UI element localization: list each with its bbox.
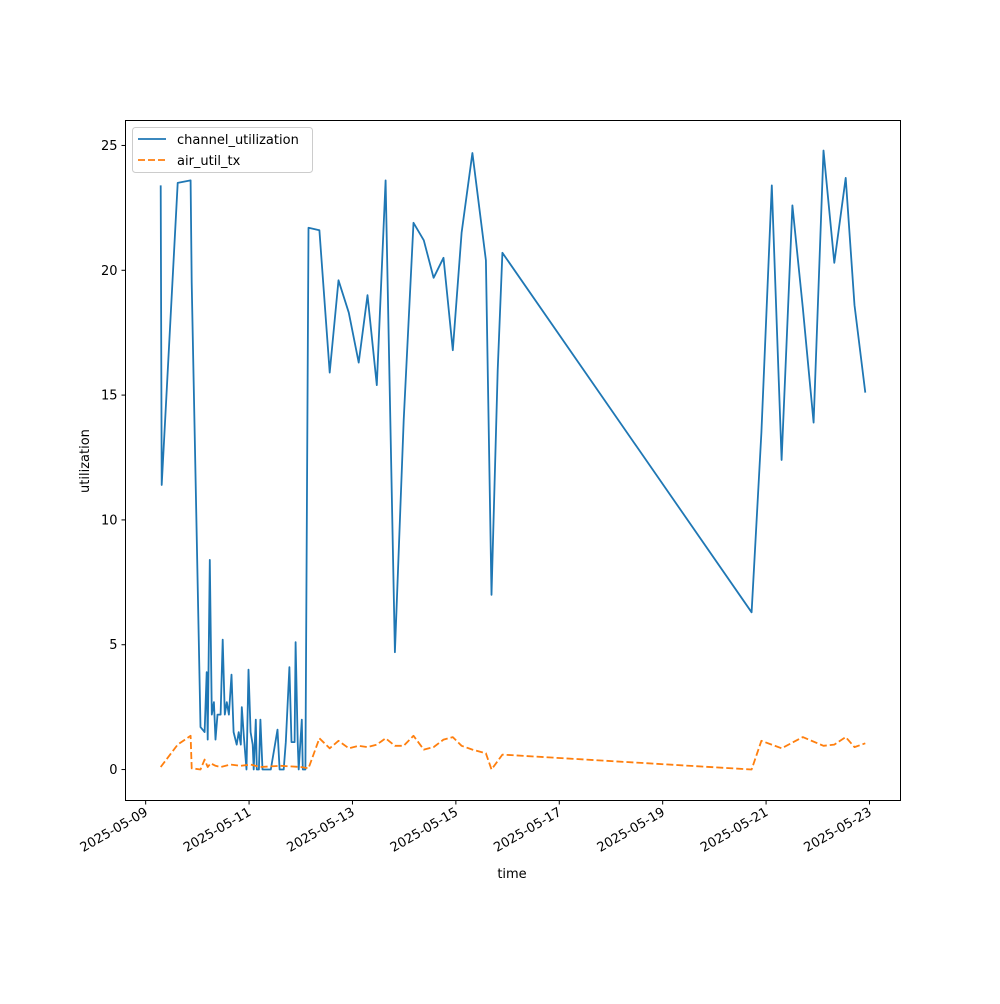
x-tick-label: 2025-05-17 (491, 805, 564, 856)
x-tick-label: 2025-05-21 (698, 805, 771, 856)
y-axis: 0 5 10 15 20 25 (101, 139, 126, 778)
x-tick-label: 2025-05-13 (285, 805, 358, 856)
legend: channel_utilization air_util_tx (132, 127, 313, 173)
y-tick-label: 20 (101, 264, 118, 279)
legend-box (132, 127, 313, 173)
y-tick-label: 15 (101, 389, 118, 404)
series-layer (159, 149, 867, 771)
series-line-channel-utilization (159, 149, 867, 771)
x-axis: 2025-05-09 2025-05-11 2025-05-13 2025-05-15… (78, 800, 875, 856)
x-tick-label: 2025-05-15 (388, 805, 461, 856)
y-tick-label: 25 (101, 139, 118, 154)
x-tick-label: 2025-05-11 (181, 805, 254, 856)
x-tick-label: 2025-05-23 (802, 805, 875, 856)
plot-frame (125, 120, 901, 801)
series-line-air-util-tx (159, 734, 866, 771)
x-tick-label: 2025-05-19 (595, 805, 668, 856)
legend-label-air-util-tx: air_util_tx (177, 154, 241, 169)
y-tick-label: 0 (109, 763, 117, 778)
y-tick-label: 5 (109, 638, 117, 653)
x-axis-label: time (497, 867, 526, 882)
y-axis-label: utilization (78, 429, 93, 493)
y-tick-label: 10 (101, 513, 118, 528)
x-tick-label: 2025-05-09 (78, 805, 151, 856)
legend-label-channel-utilization: channel_utilization (177, 133, 299, 148)
